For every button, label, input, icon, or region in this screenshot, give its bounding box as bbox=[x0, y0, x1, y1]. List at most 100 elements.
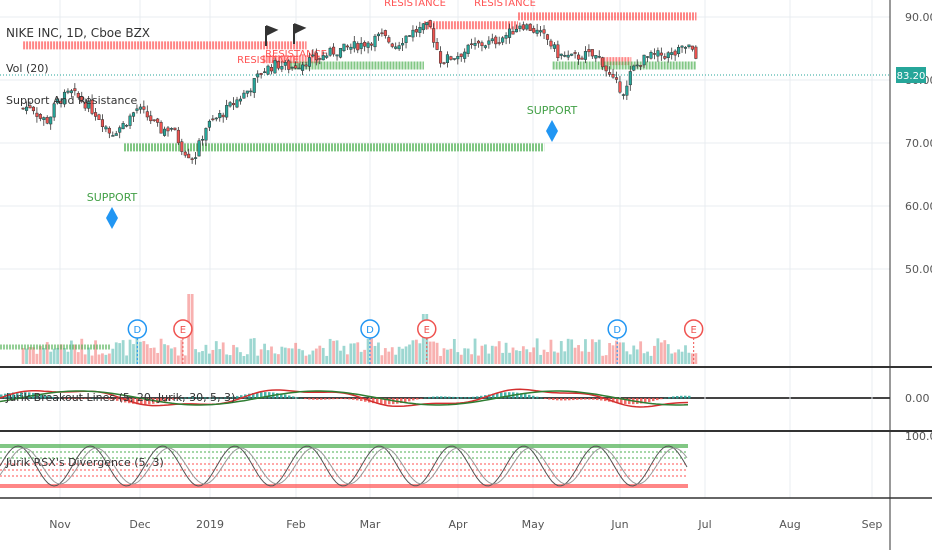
macd-hist-0 bbox=[0, 394, 3, 399]
volume-bar-8 bbox=[49, 351, 53, 364]
macd-hist-468 bbox=[468, 397, 471, 399]
macd-hist-580 bbox=[580, 398, 583, 400]
volume-bar-160 bbox=[573, 347, 577, 364]
macd-hist-88 bbox=[88, 398, 91, 399]
indicator-label[interactable]: Support And Resistance bbox=[6, 94, 137, 107]
candle-115 bbox=[418, 27, 422, 33]
rsi-pane-label[interactable]: Jurik RSX's Divergence (5, 3) bbox=[5, 456, 164, 469]
macd-hist-412 bbox=[412, 398, 415, 401]
candle-119 bbox=[432, 28, 436, 43]
candle-4 bbox=[35, 112, 39, 117]
last-price-value: 83.20 bbox=[897, 71, 926, 82]
candle-105 bbox=[383, 30, 387, 36]
candle-133 bbox=[480, 42, 484, 47]
volume-bar-53 bbox=[204, 344, 208, 364]
candle-120 bbox=[435, 42, 439, 50]
volume-bar-4 bbox=[35, 353, 39, 364]
volume-bar-149 bbox=[535, 338, 539, 364]
candle-151 bbox=[542, 29, 546, 34]
candle-163 bbox=[583, 51, 587, 60]
macd-hist-192 bbox=[192, 397, 195, 399]
volume-bar-167 bbox=[597, 339, 601, 364]
candle-21 bbox=[93, 112, 98, 117]
candle-88 bbox=[325, 55, 329, 58]
volume-bar-126 bbox=[456, 352, 460, 364]
candle-31 bbox=[128, 115, 132, 126]
candle-169 bbox=[604, 65, 608, 72]
candle-60 bbox=[228, 102, 232, 107]
price-tick-60.00: 60.00 bbox=[905, 200, 932, 213]
volume-bar-9 bbox=[52, 348, 56, 364]
macd-hist-532 bbox=[532, 395, 535, 399]
candle-176 bbox=[628, 71, 632, 86]
price-tick-90.00: 90.00 bbox=[905, 11, 932, 24]
macd-hist-212 bbox=[212, 397, 215, 399]
macd-hist-640 bbox=[640, 398, 643, 404]
volume-bar-132 bbox=[477, 355, 480, 364]
time-axis[interactable]: Nov Dec 2019 Feb Mar Apr May Jun Jul Aug Sep bbox=[49, 518, 882, 531]
candle-20 bbox=[90, 99, 94, 114]
volume-bar-75 bbox=[280, 346, 284, 364]
rsx-signal-line bbox=[0, 447, 688, 485]
volume-bar-116 bbox=[421, 314, 425, 364]
volume-bar-88 bbox=[325, 355, 329, 364]
macd-hist-652 bbox=[652, 398, 655, 402]
candle-102 bbox=[373, 35, 377, 48]
macd-hist-344 bbox=[344, 398, 347, 400]
volume-bar-13 bbox=[66, 351, 70, 364]
macd-hist-684 bbox=[684, 395, 687, 399]
volume-bar-16 bbox=[76, 352, 80, 364]
candle-121 bbox=[438, 51, 443, 64]
macd-hist-196 bbox=[196, 397, 199, 399]
candle-159 bbox=[570, 53, 574, 56]
macd-hist-148 bbox=[148, 398, 151, 405]
macd-hist-216 bbox=[216, 397, 219, 399]
event-marker-label-5: E bbox=[691, 325, 697, 336]
macd-pane-label[interactable]: Jurik Breakout Lines (5, 20, Jurik, 30, … bbox=[5, 391, 235, 404]
volume-bar-63 bbox=[239, 352, 242, 364]
volume-bar-20 bbox=[90, 355, 94, 364]
macd-hist-500 bbox=[500, 392, 503, 399]
volume-bar-190 bbox=[677, 349, 680, 364]
candle-193 bbox=[687, 44, 691, 48]
macd-hist-208 bbox=[208, 397, 211, 399]
candle-158 bbox=[566, 54, 570, 58]
candle-36 bbox=[145, 111, 149, 118]
candle-99 bbox=[363, 42, 367, 47]
candle-39 bbox=[156, 118, 160, 123]
candle-191 bbox=[680, 45, 684, 48]
time-tick-Feb: Feb bbox=[286, 518, 305, 531]
candle-186 bbox=[663, 56, 667, 59]
candle-11 bbox=[59, 100, 63, 104]
volume-bar-148 bbox=[532, 347, 536, 364]
candle-110 bbox=[401, 43, 405, 46]
macd-hist-568 bbox=[568, 398, 571, 401]
macd-hist-324 bbox=[324, 398, 327, 400]
macd-hist-220 bbox=[220, 397, 223, 399]
volume-label[interactable]: Vol (20) bbox=[6, 62, 49, 75]
macd-hist-304 bbox=[304, 398, 307, 400]
volume-bar-111 bbox=[404, 346, 408, 364]
symbol-title[interactable]: NIKE INC, 1D, Cboe BZX bbox=[6, 26, 150, 40]
macd-hist-48 bbox=[48, 396, 51, 399]
macd-hist-276 bbox=[276, 393, 279, 399]
volume-bar-29 bbox=[121, 340, 125, 364]
volume-bar-144 bbox=[518, 350, 522, 364]
candle-7 bbox=[45, 117, 49, 124]
volume-bar-162 bbox=[580, 351, 584, 364]
macd-hist-108 bbox=[108, 398, 111, 400]
time-tick-Jun: Jun bbox=[610, 518, 628, 531]
candle-8 bbox=[49, 116, 53, 125]
candle-1 bbox=[24, 106, 29, 111]
candle-46 bbox=[180, 141, 184, 152]
volume-bar-82 bbox=[304, 355, 308, 364]
candle-94 bbox=[345, 45, 349, 48]
volume-bar-163 bbox=[584, 339, 587, 364]
macd-hist-112 bbox=[112, 398, 115, 401]
volume-bar-114 bbox=[414, 339, 418, 364]
macd-hist-672 bbox=[672, 396, 675, 399]
macd-hist-164 bbox=[164, 398, 167, 402]
volume-bar-120 bbox=[435, 342, 439, 364]
candle-89 bbox=[328, 47, 332, 56]
